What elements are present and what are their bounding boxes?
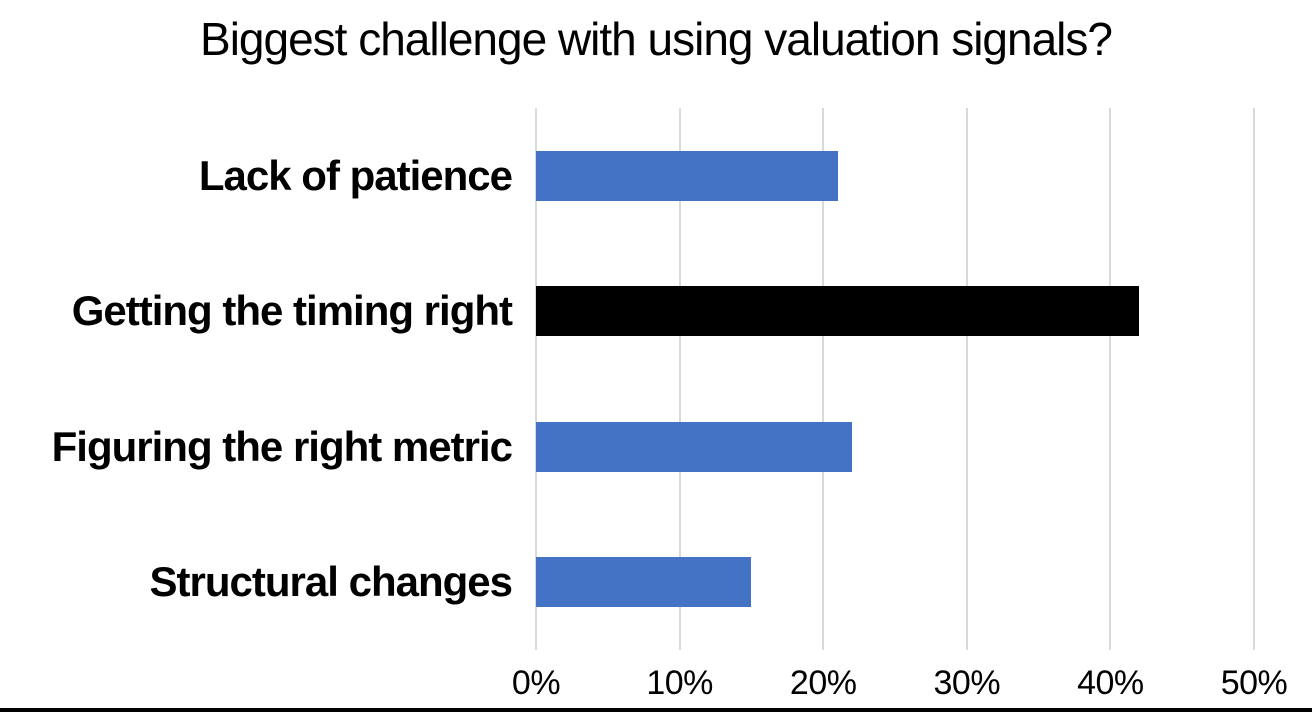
gridline (822, 108, 825, 650)
category-label: Structural changes (149, 558, 513, 606)
gridline (678, 108, 681, 650)
bar (536, 286, 1140, 337)
x-axis: 0% 10% 20% 30% 40% 50% (512, 660, 1288, 704)
x-tick-label: 0% (511, 664, 561, 702)
gridline (1109, 108, 1112, 650)
x-tick-label: 10% (646, 664, 713, 702)
chart-title: Biggest challenge with using valuation s… (200, 13, 1113, 65)
category-label: Lack of patience (198, 151, 513, 199)
gridline (1253, 108, 1255, 650)
gridline (965, 108, 968, 650)
x-tick-label: 30% (933, 664, 1001, 702)
category-label: Getting the timing right (71, 287, 513, 335)
plot-area (535, 108, 1255, 650)
gridline (535, 108, 537, 650)
x-tick-label: 50% (1220, 664, 1288, 702)
bar (536, 557, 752, 608)
x-tick-label: 20% (789, 664, 857, 702)
category-labels: Lack of patience Getting the timing right… (0, 108, 513, 650)
x-tick-label: 40% (1077, 664, 1144, 702)
category-label: Figuring the right metric (51, 422, 513, 470)
bar (536, 421, 852, 472)
bottom-border-line (0, 708, 1312, 712)
bar (536, 150, 838, 201)
